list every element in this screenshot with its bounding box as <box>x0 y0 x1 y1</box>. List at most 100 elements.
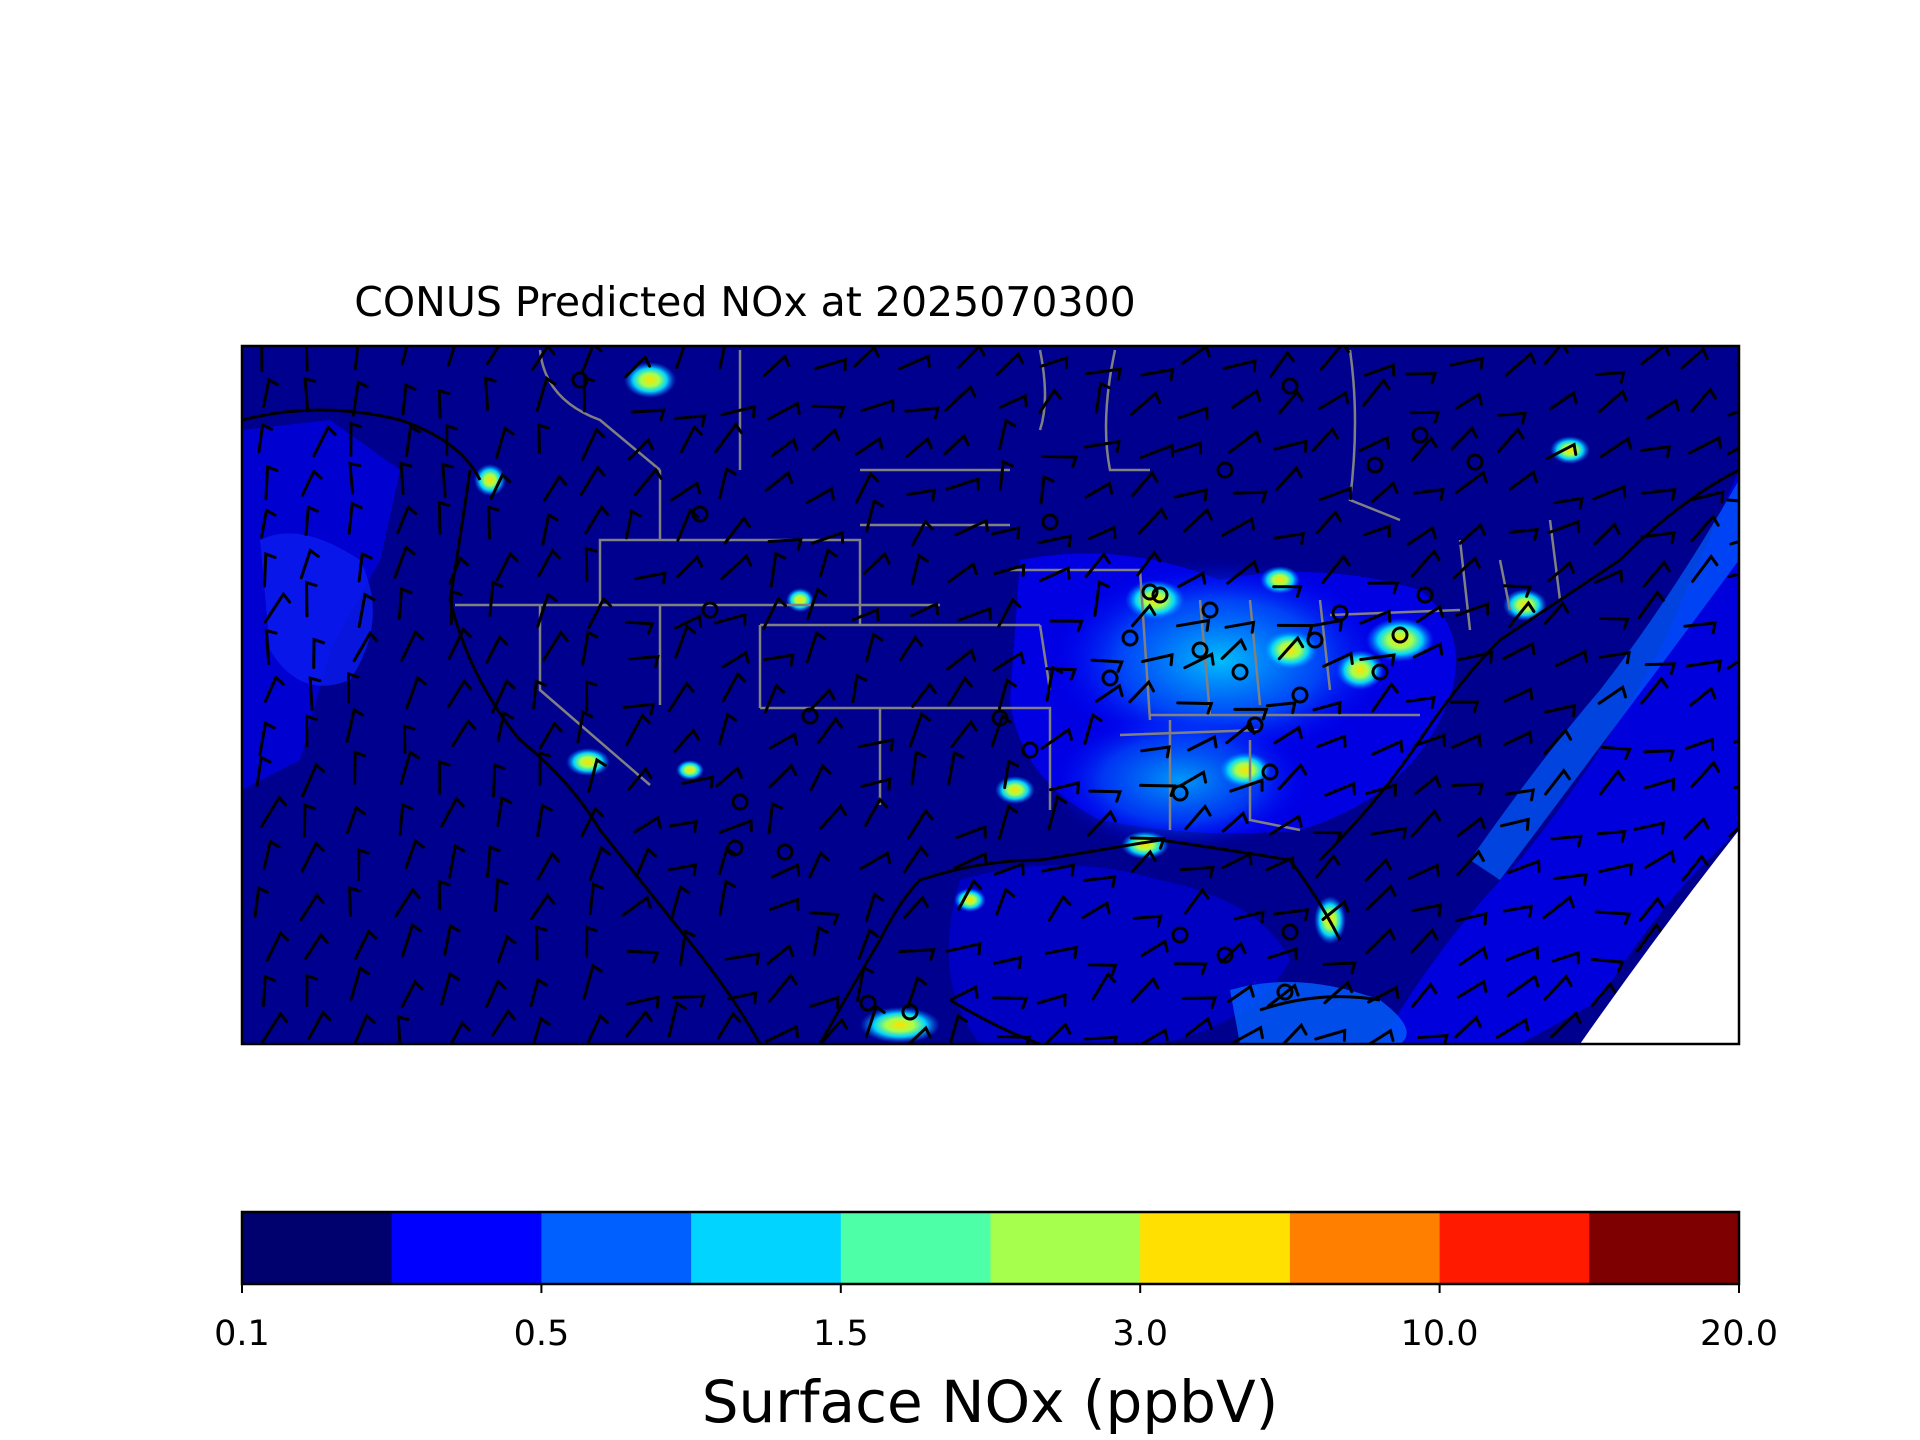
wind-barb <box>1458 522 1486 545</box>
wind-barb <box>1637 589 1665 620</box>
wind-barb <box>441 462 454 499</box>
wind-barb <box>945 477 980 491</box>
wind-barb <box>400 346 409 366</box>
wind-barb <box>1450 425 1479 451</box>
wind-barb <box>998 459 1014 491</box>
wind-barb <box>1323 980 1354 1005</box>
wind-barb <box>1221 851 1253 869</box>
wind-barb <box>1454 470 1488 494</box>
wind-barb <box>1313 830 1343 844</box>
wind-barb <box>633 467 663 497</box>
wind-barb <box>1371 739 1404 756</box>
wind-barb <box>1176 701 1214 715</box>
wind-barb <box>1683 816 1710 840</box>
wind-barb <box>998 418 1017 450</box>
wind-barb <box>304 346 309 372</box>
wind-barb <box>1454 1015 1482 1039</box>
wind-barb <box>1410 435 1438 462</box>
wind-barb <box>1130 390 1162 416</box>
wind-barb <box>626 995 660 1009</box>
wind-barb <box>1281 1022 1308 1044</box>
hotspot-calgary <box>624 362 676 398</box>
wind-barb <box>437 500 451 535</box>
wind-barb <box>911 681 937 708</box>
wind-barb <box>1233 707 1269 721</box>
wind-barb <box>1224 620 1256 634</box>
wind-barb <box>1545 442 1578 460</box>
calm-wind-marker <box>1231 663 1249 681</box>
wind-barb <box>1633 821 1665 835</box>
wind-barb <box>588 881 604 915</box>
calm-wind-markers <box>571 371 1484 1021</box>
wind-barb <box>536 803 553 838</box>
wind-barb <box>1726 659 1739 670</box>
wind-barb <box>1681 853 1709 882</box>
calm-wind-marker <box>1411 426 1429 444</box>
wind-barb <box>1179 865 1215 879</box>
wind-barb <box>451 718 477 748</box>
wind-barb <box>1410 808 1442 838</box>
wind-barb <box>585 925 598 958</box>
wind-barb <box>496 934 517 964</box>
wind-barb <box>1082 875 1117 889</box>
wind-barb <box>1543 346 1569 365</box>
wind-barb <box>1408 863 1440 880</box>
wind-barb <box>819 803 848 830</box>
wind-barb <box>534 925 548 961</box>
calm-wind-marker <box>1281 377 1299 395</box>
wind-barb <box>1085 367 1123 381</box>
wind-barb <box>1187 734 1218 752</box>
wind-barb <box>1047 794 1068 831</box>
wind-barb <box>397 586 413 620</box>
wind-barb <box>262 839 281 870</box>
wind-barb <box>312 424 337 458</box>
wind-barb <box>1273 439 1308 453</box>
wind-barb <box>621 895 652 917</box>
wind-barb <box>992 996 1029 1010</box>
wind-barb <box>628 654 660 668</box>
wind-barb <box>488 580 504 617</box>
wind-barb <box>625 712 651 747</box>
wind-barb <box>910 553 929 586</box>
wind-barb <box>257 422 274 454</box>
wind-barb <box>1038 565 1071 583</box>
wind-barb <box>302 803 316 838</box>
wind-barb <box>713 612 747 627</box>
wind-barb <box>1457 650 1494 664</box>
wind-barb <box>1495 1017 1530 1039</box>
wind-barb <box>1173 488 1208 502</box>
colorbar-frame <box>240 1210 1741 1286</box>
wind-barb <box>581 346 603 373</box>
wind-barb <box>300 840 325 873</box>
wind-barb <box>263 675 285 703</box>
wind-barb <box>495 426 515 459</box>
wind-barb <box>1083 712 1103 745</box>
wind-barb <box>496 710 515 743</box>
wind-barb <box>535 375 557 412</box>
calm-wind-marker <box>1416 586 1434 604</box>
wind-barb <box>485 978 507 1009</box>
colorbar-tick-label: 10.0 <box>1401 1314 1479 1354</box>
wind-barb <box>625 1009 653 1038</box>
wind-barb <box>448 843 466 879</box>
calm-wind-marker <box>1276 983 1294 1001</box>
wind-barb <box>679 929 696 967</box>
wind-barb <box>357 551 373 583</box>
wind-barb <box>581 630 599 666</box>
wind-barb <box>862 551 891 575</box>
wind-barb <box>448 555 470 585</box>
wind-barb <box>716 1011 742 1040</box>
wind-barb <box>582 375 596 413</box>
wind-barb <box>854 471 880 504</box>
wind-barb <box>1412 641 1444 659</box>
wind-barb <box>1691 554 1719 583</box>
wind-barb <box>864 891 885 923</box>
calm-wind-marker <box>1101 669 1119 687</box>
wind-barb <box>1367 985 1400 1004</box>
wind-barb <box>864 797 889 827</box>
wind-barb <box>255 755 272 787</box>
map-title: CONUS Predicted NOx at 2025070300 <box>354 278 1135 326</box>
wind-barb <box>1691 490 1725 504</box>
wind-barb <box>997 804 1019 840</box>
colorbar-label: Surface NOx (ppbV) <box>702 1368 1279 1436</box>
